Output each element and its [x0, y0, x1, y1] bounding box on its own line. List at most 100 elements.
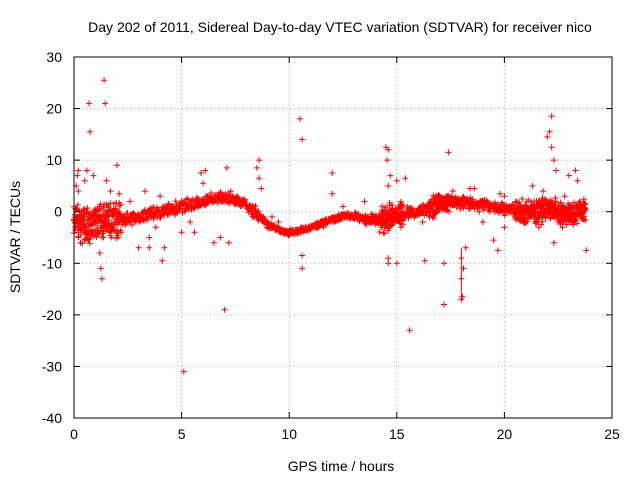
outlier-point: [191, 229, 198, 236]
outlier-point: [159, 257, 166, 264]
outlier-point: [548, 113, 555, 120]
y-tick-label: 30: [46, 49, 62, 65]
outlier-point: [553, 167, 559, 174]
outlier-point: [385, 255, 392, 262]
outlier-point: [583, 247, 590, 254]
outlier-point: [178, 229, 185, 236]
outlier-point: [77, 239, 84, 246]
data-point: [108, 234, 115, 241]
chart-title: Day 202 of 2011, Sidereal Day-to-day VTE…: [88, 19, 592, 35]
outlier-point: [490, 237, 497, 244]
x-axis-label: GPS time / hours: [288, 458, 395, 474]
outlier-point: [572, 167, 579, 174]
outlier-point: [340, 203, 346, 210]
outlier-point: [393, 177, 400, 184]
outlier-point: [297, 115, 303, 122]
outlier-point: [385, 146, 392, 153]
outlier-point: [550, 157, 557, 164]
outlier-point: [75, 234, 82, 241]
outlier-point: [559, 224, 566, 231]
outlier-point: [225, 239, 232, 246]
outlier-point: [561, 193, 568, 200]
outlier-point: [574, 177, 581, 184]
data-point: [476, 208, 483, 215]
outlier-point: [544, 133, 551, 140]
outlier-point: [555, 219, 562, 225]
outlier-point: [107, 188, 114, 195]
outlier-point: [384, 157, 391, 164]
data-point: [385, 227, 392, 234]
outlier-point: [223, 164, 230, 171]
outlier-point: [96, 250, 103, 256]
outlier-point: [232, 201, 239, 207]
outlier-point: [449, 188, 456, 195]
data-point: [446, 208, 453, 215]
outlier-point: [97, 265, 104, 272]
x-tick-label: 10: [281, 426, 297, 442]
outlier-point: [114, 162, 120, 169]
outlier-point: [103, 177, 110, 184]
outlier-point: [497, 190, 504, 197]
data-point: [580, 196, 587, 203]
y-tick-label: -20: [42, 307, 62, 323]
y-tick-label: 10: [46, 152, 62, 168]
data-point: [571, 199, 578, 206]
outlier-point: [157, 193, 164, 200]
outlier-point: [83, 167, 90, 174]
outlier-point: [102, 100, 109, 107]
outlier-point: [307, 224, 314, 231]
data-point: [431, 215, 437, 221]
data-point: [86, 240, 93, 247]
outlier-point: [299, 265, 306, 272]
outlier-point: [566, 172, 572, 179]
y-tick-label: -30: [42, 358, 62, 374]
data-point: [100, 228, 107, 235]
data-point: [397, 220, 404, 227]
data-point: [381, 230, 388, 237]
outlier-point: [576, 198, 583, 205]
outlier-point: [441, 260, 448, 267]
data-point: [165, 201, 172, 208]
outlier-point: [81, 177, 88, 184]
outlier-point: [383, 221, 389, 228]
outlier-point: [256, 175, 263, 182]
outlier-point: [527, 213, 534, 220]
outlier-point: [221, 306, 228, 313]
data-point: [400, 205, 407, 211]
data-point: [582, 217, 589, 224]
data-point: [582, 208, 589, 214]
outlier-point: [142, 188, 148, 195]
outlier-point: [329, 190, 336, 197]
outlier-point: [210, 239, 217, 246]
data-point: [74, 201, 81, 208]
y-tick-label: -10: [42, 255, 62, 271]
outlier-point: [421, 257, 428, 264]
data-point: [574, 220, 581, 227]
outlier-point: [581, 216, 587, 223]
outlier-point: [372, 213, 379, 220]
y-tick-label: 0: [54, 204, 62, 220]
outlier-point: [200, 180, 207, 187]
outlier-point: [161, 244, 168, 251]
x-tick-label: 15: [389, 426, 405, 442]
outlier-point: [202, 167, 209, 174]
data-point: [227, 188, 234, 195]
data-point: [553, 198, 559, 205]
outlier-point: [540, 188, 547, 195]
data-point: [519, 195, 526, 202]
outlier-point: [74, 172, 81, 179]
outlier-point: [538, 221, 544, 228]
grid-layer: [74, 57, 612, 418]
outlier-point: [135, 244, 142, 251]
outlier-point: [258, 185, 265, 192]
outlier-point: [75, 188, 82, 195]
data-point: [563, 221, 570, 228]
data-point: [217, 189, 224, 196]
outlier-point: [471, 185, 478, 192]
y-axis-label: SDTVAR / TECUs: [7, 181, 23, 293]
outlier-point: [116, 190, 123, 197]
data-point: [116, 210, 123, 217]
outlier-point: [445, 149, 452, 156]
y-tick-label: -40: [42, 410, 62, 426]
data-point: [124, 209, 131, 216]
